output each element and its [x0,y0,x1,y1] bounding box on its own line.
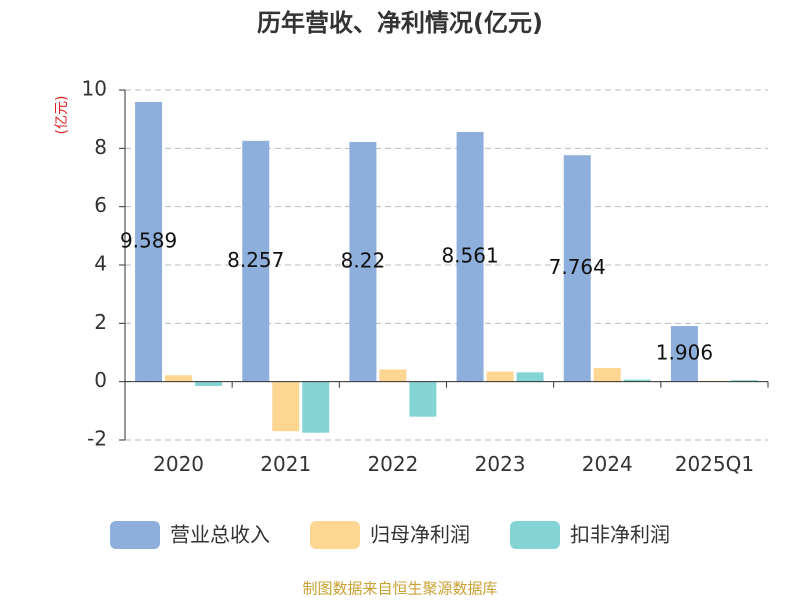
chart-title: 历年营收、净利情况(亿元) [257,9,543,37]
legend-label: 扣非净利润 [570,523,670,547]
y-tick-label: 8 [94,135,107,159]
bar [623,379,651,382]
y-axis-label: (亿元) [54,96,70,135]
data-label: 8.257 [227,248,284,272]
bar [272,381,300,432]
data-label: 8.561 [441,243,498,267]
bar [195,381,223,387]
x-tick-label: 2022 [367,452,418,476]
bar [242,140,270,382]
bar [165,375,193,382]
legend-swatch [510,521,560,549]
y-tick-label: 4 [94,252,107,276]
legend-label: 归母净利润 [370,523,470,547]
bar [563,155,591,382]
y-tick-label: 6 [94,193,107,217]
data-label: 8.22 [341,248,386,272]
bar [135,101,163,382]
bar [456,131,484,382]
bar [516,372,544,382]
x-tick-label: 2021 [260,452,311,476]
bar [670,326,698,382]
y-tick-label: -2 [87,427,107,451]
x-tick-label: 2023 [475,452,526,476]
data-label: 7.764 [549,255,606,279]
x-tick-label: 2020 [153,452,204,476]
bar [593,367,621,382]
legend-label: 营业总收入 [170,523,270,547]
data-label: 1.906 [656,340,713,364]
data-label: 9.589 [120,228,177,252]
bar [302,381,330,433]
x-tick-label: 2025Q1 [675,452,754,476]
bar [409,381,437,417]
y-tick-label: 0 [94,368,107,392]
bar [730,380,758,382]
bar [486,371,514,382]
source-note: 制图数据来自恒生聚源数据库 [302,580,497,598]
x-tick-label: 2024 [582,452,633,476]
legend-swatch [110,521,160,549]
bar [379,369,407,382]
bar [349,141,377,382]
legend-swatch [310,521,360,549]
y-tick-label: 10 [82,77,107,101]
y-tick-label: 2 [94,310,107,334]
